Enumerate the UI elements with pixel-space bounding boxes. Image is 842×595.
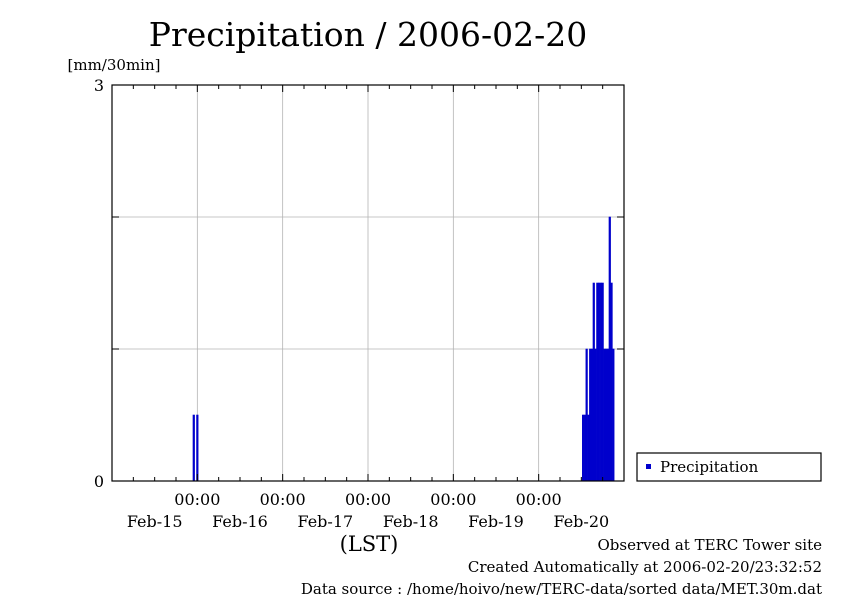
precipitation-bar [599, 282, 602, 482]
x-tick-label-date: Feb-18 [383, 512, 439, 531]
x-tick-label-time: 00:00 [345, 490, 391, 509]
x-tick-label-time: 00:00 [260, 490, 306, 509]
x-tick-label-date: Feb-19 [468, 512, 524, 531]
precipitation-bar [612, 348, 615, 482]
x-tick-label-date: Feb-17 [297, 512, 353, 531]
footer-source: Data source : /home/hoivo/new/TERC-data/… [301, 580, 822, 595]
axis-ticks [112, 84, 624, 482]
precipitation-bar [598, 282, 601, 482]
precipitation-bar [610, 282, 613, 482]
x-tick-label-date: Feb-20 [553, 512, 609, 531]
precipitation-bar [589, 348, 592, 482]
footer-observed: Observed at TERC Tower site [597, 536, 822, 554]
precipitation-bar [583, 414, 586, 482]
precipitation-bar [582, 414, 585, 482]
precipitation-bar [596, 282, 599, 482]
precipitation-bar [608, 216, 611, 482]
precipitation-bar [585, 348, 588, 482]
x-tick-labels: 00:00 00:00 00:00 00:00 00:00 Feb-15 Feb-16 Feb… [127, 490, 609, 531]
y-axis-unit-label: [mm/30min] [68, 56, 161, 74]
precipitation-bar [592, 282, 595, 482]
y-tick-label: 0 [94, 472, 104, 491]
precipitation-bar [594, 348, 597, 482]
legend: Precipitation [636, 452, 822, 482]
legend-swatch [646, 464, 651, 469]
legend-box [636, 452, 822, 482]
y-tick-labels: 03 [94, 76, 104, 491]
precipitation-bar [601, 282, 604, 482]
precipitation-bar [605, 348, 608, 482]
y-tick-label: 3 [94, 76, 104, 95]
precipitation-bar [192, 414, 195, 482]
legend-label: Precipitation [660, 458, 759, 476]
grid-lines [112, 85, 624, 481]
x-tick-label-date: Feb-16 [212, 512, 268, 531]
x-tick-label-time: 00:00 [516, 490, 562, 509]
x-axis-label: (LST) [340, 532, 399, 556]
chart-title: Precipitation / 2006-02-20 [149, 15, 587, 54]
footer-created: Created Automatically at 2006-02-20/23:3… [468, 558, 822, 576]
precipitation-bar [590, 348, 594, 482]
x-tick-label-time: 00:00 [174, 490, 220, 509]
precipitation-bar [606, 348, 610, 482]
x-tick-label-time: 00:00 [430, 490, 476, 509]
precipitation-bar [587, 414, 590, 482]
precipitation-bars [192, 216, 615, 482]
x-tick-label-date: Feb-15 [127, 512, 183, 531]
precipitation-bar [603, 348, 606, 482]
precipitation-bar [196, 414, 199, 482]
